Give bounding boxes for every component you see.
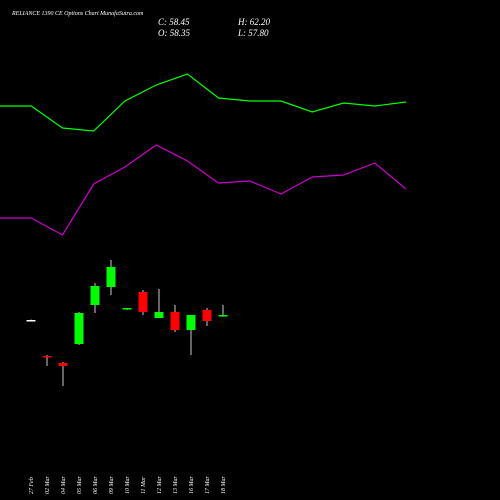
high-label: H: 62.20 (237, 17, 270, 27)
candle-body (122, 308, 132, 310)
x-tick-label: 05 Mar (77, 476, 83, 494)
open-label: O: 58.35 (158, 28, 190, 38)
candle-body (154, 312, 164, 318)
candle-body (186, 315, 196, 330)
low-label: L: 57.80 (237, 28, 269, 38)
candle-body (106, 267, 116, 287)
x-tick-label: 11 Mar (141, 476, 147, 494)
candle-body (74, 313, 84, 344)
x-tick-label: 16 Mar (189, 476, 195, 494)
x-tick-label: 04 Mar (60, 476, 67, 494)
candle-body (218, 315, 228, 317)
candle-body (90, 286, 100, 305)
x-tick-label: 12 Mar (157, 476, 163, 494)
x-tick-label: 06 Mar (93, 476, 99, 494)
x-tick-label: 27 Feb (29, 477, 35, 494)
indicator-line (0, 144, 407, 236)
chart-title: RELIANCE 1390 CE Options Chart MunafaSut… (11, 10, 144, 17)
indicator-line (0, 73, 407, 132)
candle-body (170, 312, 180, 330)
x-tick-label: 02 Mar (45, 476, 51, 494)
candle-body (58, 363, 68, 366)
x-tick-label: 09 Mar (109, 476, 115, 494)
candle-body (26, 320, 36, 322)
x-tick-label: 13 Mar (173, 476, 179, 494)
x-tick-label: 17 Mar (205, 476, 211, 494)
candle-body (202, 310, 212, 321)
candle-body (138, 292, 148, 312)
x-tick-label: 18 Mar (221, 476, 227, 494)
x-tick-label: 10 Mar (125, 476, 131, 494)
candle-body (42, 356, 52, 358)
close-label: C: 58.45 (158, 17, 190, 27)
